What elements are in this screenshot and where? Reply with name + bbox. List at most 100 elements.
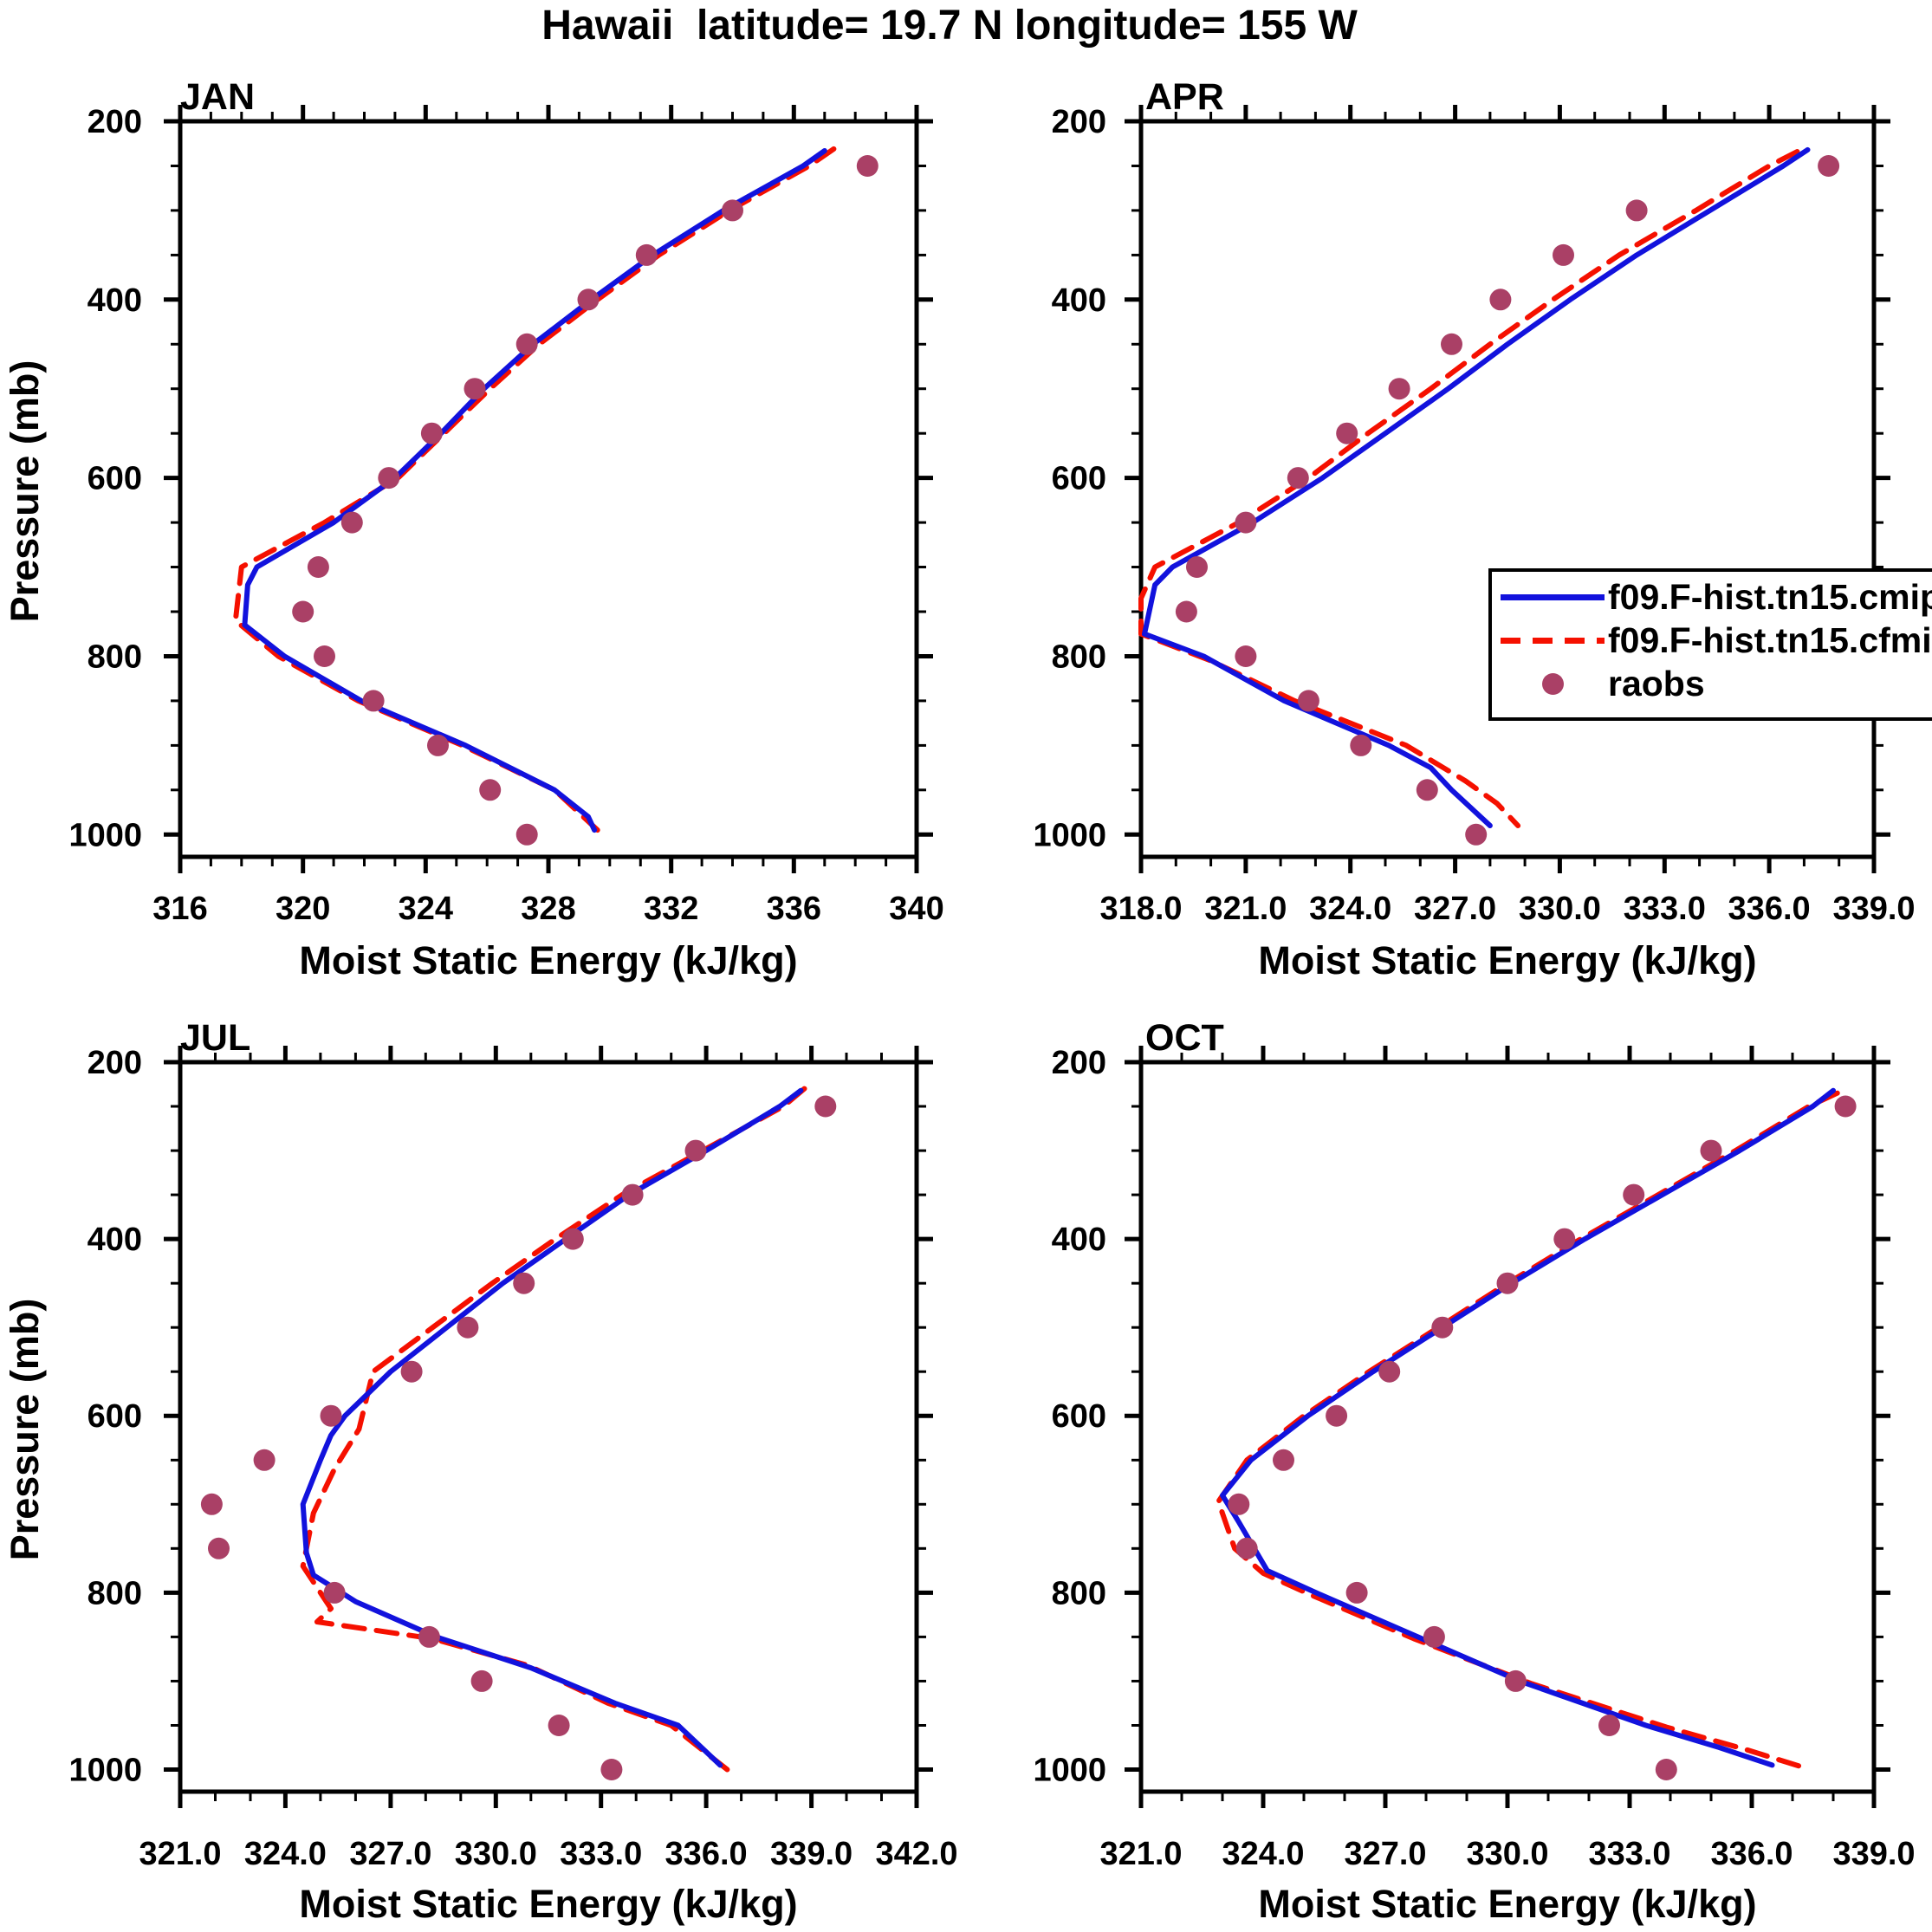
raobs-dot — [1441, 333, 1462, 355]
raobs-dot — [561, 1228, 584, 1250]
panel-jul: 321.0 324.0 327.0 330.0 333.0 336.0 339.0 342.0… — [68, 1045, 957, 1872]
x-tick-label: 328 — [521, 891, 575, 927]
raobs-dot — [323, 1581, 346, 1604]
raobs-dot — [418, 1625, 440, 1648]
raobs-dot — [1350, 734, 1372, 756]
x-tick-label: 327.0 — [1414, 891, 1496, 927]
raobs-dot — [1388, 378, 1410, 400]
x-tick-label: 330.0 — [1466, 1836, 1548, 1872]
x-tick-label: 327.0 — [1344, 1836, 1426, 1872]
raobs-dot — [420, 422, 443, 444]
x-axis-title-oct: Moist Static Energy (kJ/kg) — [1258, 1882, 1757, 1926]
raobs-dot — [314, 645, 335, 667]
panel-apr: 318.0 321.0 324.0 327.0 330.0 333.0 336.0 339.0… — [1033, 104, 1915, 927]
x-tick-label: 336 — [767, 891, 821, 927]
raobs-dot — [1423, 1625, 1445, 1648]
panel-title-apr: APR — [1145, 76, 1224, 118]
raobs-dot — [513, 1272, 535, 1294]
y-tick-label: 400 — [88, 1222, 142, 1258]
y-tick-label: 200 — [1052, 104, 1106, 140]
x-tick-label: 336.0 — [665, 1836, 748, 1872]
raobs-dot — [1345, 1581, 1368, 1604]
raobs-dot — [621, 1183, 644, 1206]
y-tick-label: 1000 — [68, 817, 142, 853]
raobs-dot — [1553, 1228, 1576, 1250]
legend-label: f09.F-hist.tn15.cfmip — [1608, 619, 1932, 660]
y-tick-label: 800 — [1052, 639, 1106, 676]
raobs-dot — [1553, 243, 1574, 266]
panel-title-jul: JUL — [180, 1017, 251, 1059]
raobs-dot — [400, 1360, 423, 1383]
x-tick-label: 339.0 — [770, 1836, 853, 1872]
x-tick-label: 333.0 — [1624, 891, 1706, 927]
x-tick-label: 324.0 — [244, 1836, 327, 1872]
x-tick-label: 327.0 — [349, 1836, 431, 1872]
x-axis-title-jul: Moist Static Energy (kJ/kg) — [299, 1882, 798, 1926]
raobs-dot — [1598, 1715, 1620, 1736]
plot-frame — [1138, 1060, 1877, 1794]
raobs-dot — [1625, 199, 1648, 222]
legend-label: f09.F-hist.tn15.cmip — [1608, 576, 1932, 617]
raobs-dot — [1465, 823, 1488, 846]
y-tick-label: 800 — [88, 639, 142, 676]
raobs-dot — [1336, 422, 1358, 444]
raobs-dot — [515, 823, 538, 846]
x-tick-label: 336.0 — [1710, 1836, 1793, 1872]
raobs-dot — [1818, 155, 1840, 177]
panel-oct: 321.0 324.0 327.0 330.0 333.0 336.0 339.0 200 40… — [1033, 1045, 1915, 1872]
x-axis-title-jan: Moist Static Energy (kJ/kg) — [299, 938, 798, 982]
raobs-dot — [1297, 690, 1319, 712]
x-axis-title-apr: Moist Static Energy (kJ/kg) — [1258, 938, 1757, 982]
raobs-dot — [1175, 600, 1197, 623]
x-tick-label: 342.0 — [875, 1836, 957, 1872]
raobs-dot — [1273, 1449, 1294, 1471]
raobs-dot — [464, 378, 486, 400]
raobs-dot — [1489, 289, 1512, 311]
cfmip-curve — [1138, 149, 1800, 828]
x-tick-label: 318.0 — [1099, 891, 1182, 927]
y-tick-label: 1000 — [1033, 817, 1106, 853]
y-tick-label: 800 — [88, 1575, 142, 1611]
panel-title-jan: JAN — [180, 76, 256, 118]
x-tick-label: 324 — [399, 891, 453, 927]
x-tick-label: 332 — [644, 891, 698, 927]
raobs-dot — [479, 779, 502, 801]
y-tick-label: 400 — [1052, 1222, 1106, 1258]
raobs-dot — [1235, 645, 1257, 667]
raobs-dot — [1504, 1669, 1527, 1692]
x-tick-label: 330.0 — [1519, 891, 1601, 927]
raobs-dot — [1326, 1404, 1348, 1427]
plot-frame — [1138, 119, 1877, 859]
x-tick-label: 339.0 — [1832, 1836, 1915, 1872]
x-tick-label: 316 — [152, 891, 207, 927]
raobs-dot — [1834, 1095, 1857, 1118]
raobs-dot — [722, 199, 743, 222]
y-axis-title-bottom: Pressure (mb) — [3, 1298, 47, 1561]
cfmip-curve — [232, 146, 837, 833]
raobs-dot — [1228, 1493, 1250, 1515]
cfmip-curve — [1216, 1090, 1840, 1771]
raobs-dot — [600, 1759, 623, 1780]
x-tick-label: 321.0 — [1099, 1836, 1182, 1872]
x-tick-label: 333.0 — [560, 1836, 642, 1872]
x-tick-label: 333.0 — [1588, 1836, 1670, 1872]
x-tick-label: 324.0 — [1309, 891, 1391, 927]
cmip-curve — [1142, 146, 1811, 828]
dashed-line-swatch — [1497, 637, 1608, 644]
y-tick-label: 400 — [1052, 282, 1106, 319]
raobs-dot — [1186, 556, 1208, 578]
raobs-dot — [1287, 467, 1309, 489]
raobs-dot — [320, 1404, 342, 1427]
dot-swatch — [1497, 672, 1608, 695]
y-tick-label: 200 — [88, 1045, 142, 1081]
solid-line-swatch — [1497, 593, 1608, 600]
panel-jan: 316 320 324 328 332 336 340 200 400 600 800 1000 — [68, 104, 943, 927]
raobs-dot — [548, 1715, 570, 1736]
raobs-dot — [307, 556, 329, 578]
y-tick-label: 600 — [1052, 1398, 1106, 1435]
x-tick-label: 320 — [276, 891, 330, 927]
y-tick-label: 1000 — [68, 1753, 142, 1789]
x-tick-label: 324.0 — [1222, 1836, 1304, 1872]
